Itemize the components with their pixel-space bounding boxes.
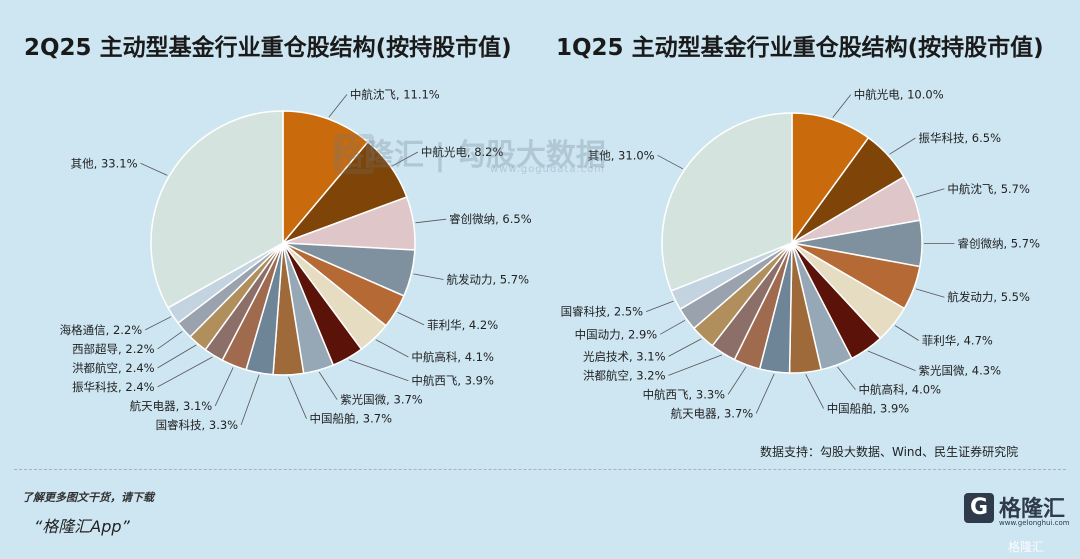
brand-name: 格隆汇 (999, 497, 1066, 522)
leader-line-菲利华 (397, 312, 425, 326)
leader-line-洪都航空 (668, 354, 723, 376)
slice-label-洪都航空: 洪都航空, 3.2% (583, 368, 666, 382)
footer-promo-text: 了解更多图文干货，请下载 (22, 491, 154, 504)
slice-label-振华科技: 振华科技, 6.5% (919, 131, 1002, 145)
slice-label-其他: 其他, 33.1% (71, 156, 138, 170)
slice-label-中国船舶: 中国船舶, 3.7% (310, 412, 393, 426)
watermark-logo-icon (334, 134, 374, 174)
slice-label-国睿科技: 国睿科技, 2.5% (561, 305, 644, 319)
brand-logo-icon: G (964, 493, 994, 523)
leader-line-光启技术 (668, 338, 702, 357)
leader-line-航天电器 (755, 373, 775, 414)
slice-label-其他: 其他, 31.0% (588, 148, 655, 162)
slice-label-中国船舶: 中国船舶, 3.9% (827, 402, 910, 416)
pie-slice-中航光电 (791, 112, 870, 246)
slice-label-中航高科: 中航高科, 4.1% (411, 350, 494, 364)
slice-label-振华科技: 振华科技, 2.4% (72, 380, 155, 394)
leader-line-睿创微纳 (415, 218, 447, 224)
slice-label-中航西飞: 中航西飞, 3.3% (643, 387, 726, 401)
slice-label-航发动力: 航发动力, 5.5% (947, 290, 1030, 304)
slice-label-睿创微纳: 睿创微纳, 5.7% (958, 237, 1041, 251)
watermark-text: 格隆汇 | 勾股大数据 (334, 138, 606, 173)
leader-line-中航光电 (392, 151, 419, 167)
leader-line-洪都航空 (157, 344, 197, 369)
leader-line-振华科技 (157, 356, 213, 388)
leader-line-振华科技 (889, 137, 916, 155)
chart-title-1q25: 1Q25 主动型基金行业重仓股结构(按持股市值) (556, 35, 1044, 61)
slice-label-菲利华: 菲利华, 4.7% (922, 334, 993, 348)
slice-label-紫光国微: 紫光国微, 3.7% (340, 393, 423, 407)
slice-label-光启技术: 光启技术, 3.1% (583, 349, 666, 363)
leader-line-中航沈飞 (915, 188, 945, 198)
leader-line-菲利华 (894, 325, 920, 341)
leader-line-紫光国微 (318, 371, 338, 400)
leader-line-其他 (140, 162, 168, 176)
slice-label-海格通信: 海格通信, 2.2% (60, 323, 143, 337)
pie-slice-其他 (661, 112, 793, 292)
leader-line-中国船舶 (805, 374, 825, 409)
leader-line-中航高科 (837, 366, 856, 390)
pie-slice-其他 (150, 110, 284, 309)
leader-line-中国船舶 (288, 376, 307, 419)
slice-label-西部超导: 西部超导, 2.2% (72, 342, 155, 356)
slice-label-中航光电: 中航光电, 8.2% (421, 145, 504, 159)
leader-line-中航光电 (832, 94, 852, 118)
leader-line-中航西飞 (348, 359, 409, 382)
pie-slice-中航沈飞 (282, 110, 369, 246)
watermark-url: www.gogudata.com (490, 164, 606, 175)
leader-line-中航西飞 (727, 366, 747, 395)
leader-line-西部超导 (157, 331, 183, 350)
slice-label-航天电器: 航天电器, 3.7% (671, 406, 754, 420)
footer-app-name: “格隆汇App” (34, 517, 130, 536)
slice-label-洪都航空: 洪都航空, 2.4% (72, 361, 155, 375)
slice-label-睿创微纳: 睿创微纳, 6.5% (449, 212, 532, 226)
slice-label-航天电器: 航天电器, 3.1% (130, 399, 213, 413)
leader-line-航发动力 (413, 273, 444, 280)
slice-label-中航沈飞: 中航沈飞, 5.7% (947, 182, 1030, 196)
pie-chart-1q25: 中航光电, 10.0% 振华科技, 6.5% 中航沈飞, 5.7% 睿创微纳, 5.7… (561, 88, 1041, 421)
slice-label-中航高科: 中航高科, 4.0% (859, 383, 942, 397)
slice-label-中航沈飞: 中航沈飞, 11.1% (350, 88, 440, 102)
leader-line-其他 (657, 154, 683, 170)
leader-line-中航高科 (375, 339, 409, 358)
leader-line-航发动力 (915, 288, 945, 298)
leader-line-航天电器 (214, 367, 234, 407)
leader-line-海格通信 (145, 316, 172, 331)
leader-line-国睿科技 (645, 300, 674, 312)
brand-logo-block: G 格隆汇 www.gelonghui.com (964, 491, 1074, 531)
slice-label-紫光国微: 紫光国微, 4.3% (919, 364, 1002, 378)
slice-label-菲利华: 菲利华, 4.2% (427, 318, 498, 332)
slice-label-中航光电: 中航光电, 10.0% (854, 88, 944, 102)
leader-line-中航沈飞 (328, 94, 348, 118)
slice-label-国睿科技: 国睿科技, 3.3% (156, 418, 239, 432)
corner-watermark: 格隆汇 (1008, 540, 1045, 554)
leader-line-中国动力 (660, 319, 686, 335)
brand-url: www.gelonghui.com (999, 519, 1070, 527)
leader-line-紫光国微 (867, 350, 916, 371)
footer-divider (14, 469, 1066, 470)
chart-title-2q25: 2Q25 主动型基金行业重仓股结构(按持股市值) (24, 35, 512, 61)
leader-line-国睿科技 (240, 374, 260, 426)
slice-label-航发动力: 航发动力, 5.7% (447, 273, 530, 287)
slice-label-中国动力: 中国动力, 2.9% (575, 327, 658, 341)
pie-chart-2q25: 中航沈飞, 11.1% 中航光电, 8.2% 睿创微纳, 6.5% 航发动力, 5.7… (60, 88, 532, 432)
data-source-note: 数据支持：勾股大数据、Wind、民生证券研究院 (760, 445, 1019, 459)
slice-label-中航西飞: 中航西飞, 3.9% (411, 374, 494, 388)
